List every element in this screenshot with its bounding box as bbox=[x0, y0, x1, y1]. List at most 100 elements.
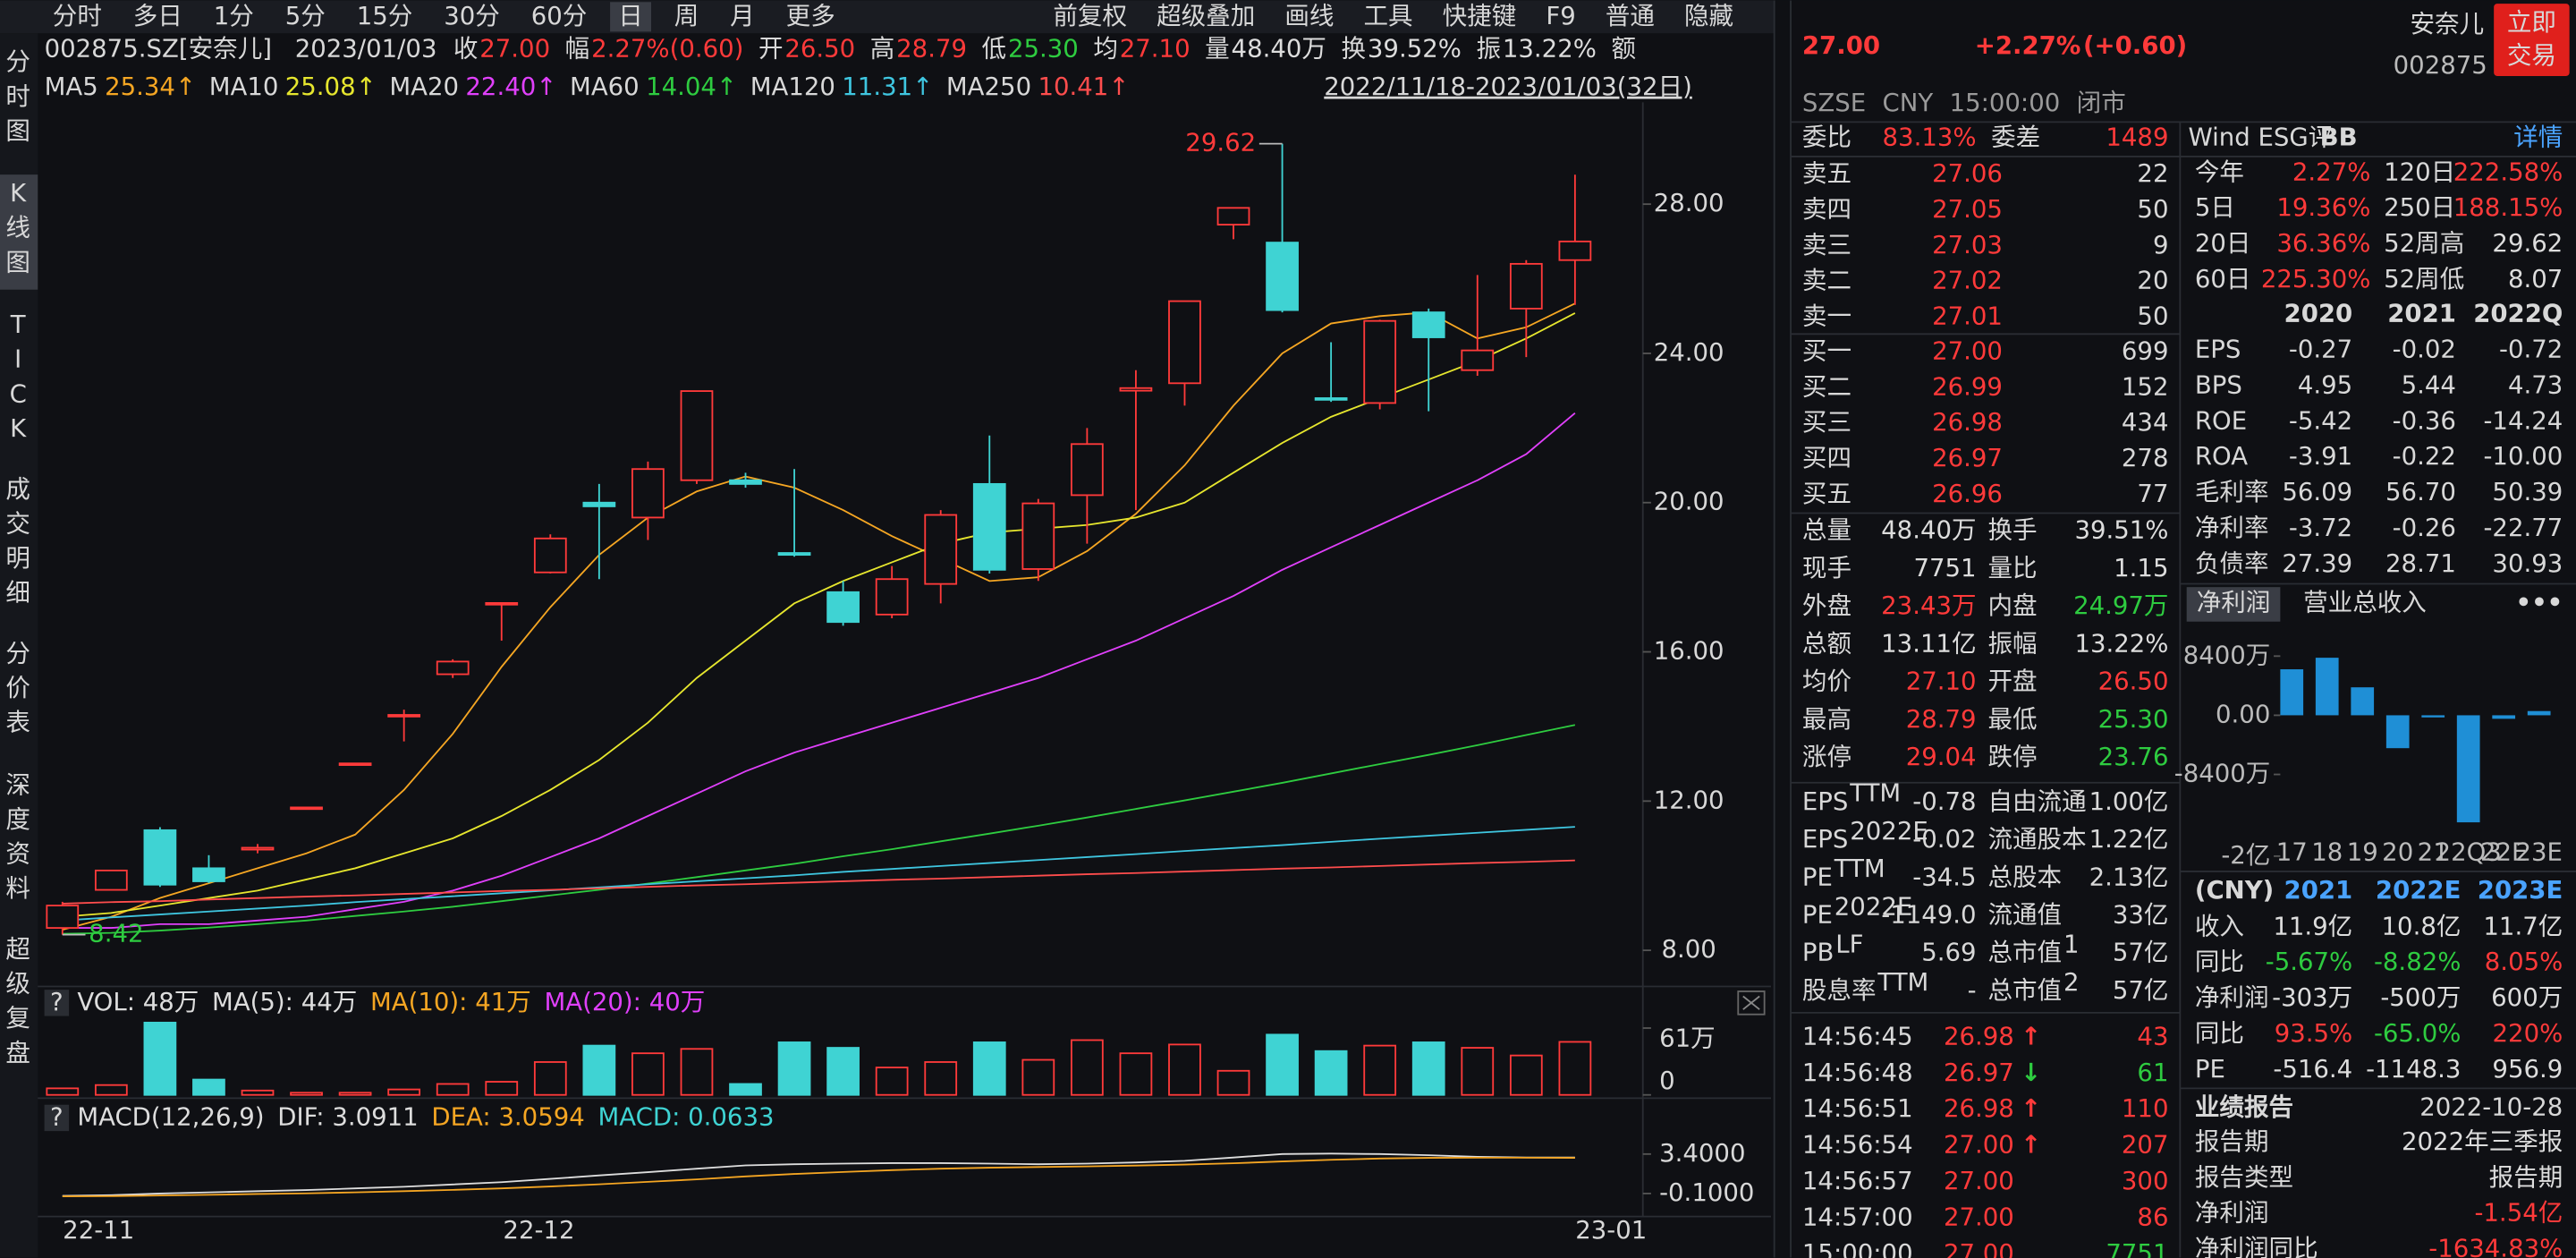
field-value: 39.52% bbox=[1368, 35, 1462, 64]
perf-value: 2.27% bbox=[2292, 157, 2371, 186]
period-tab[interactable]: 多日 bbox=[133, 2, 182, 30]
volume-bar bbox=[1363, 1044, 1397, 1096]
period-tab[interactable]: 分时 bbox=[53, 2, 102, 30]
volume-bar bbox=[290, 1092, 323, 1096]
tool-button[interactable]: 工具 bbox=[1363, 2, 1412, 30]
date: 2023/01/03 bbox=[295, 35, 437, 64]
trade-button-label[interactable]: 交易 bbox=[2507, 41, 2556, 70]
fin-label: 毛利率 bbox=[2195, 478, 2269, 506]
profit-tab[interactable]: 营业总收入 bbox=[2303, 589, 2427, 617]
period-tab[interactable]: 日 bbox=[618, 2, 643, 30]
stat-value: 1.15 bbox=[2114, 554, 2168, 582]
close-icon[interactable] bbox=[1737, 990, 1766, 1016]
tool-button[interactable]: 隐藏 bbox=[1684, 2, 1733, 30]
x-tick-label: 22-11 bbox=[63, 1216, 134, 1245]
tool-button[interactable]: 快捷键 bbox=[1443, 2, 1517, 30]
market-info: 闭市 bbox=[2077, 89, 2126, 117]
tick-arrow: ↓ bbox=[2021, 1058, 2041, 1087]
volume-bar bbox=[192, 1078, 225, 1096]
ma-value: 14.04↑ bbox=[646, 72, 737, 101]
ma-value: 10.41↑ bbox=[1038, 72, 1129, 101]
macd-legend: MACD(12,26,9) bbox=[77, 1102, 264, 1131]
side-tab[interactable]: 超级复盘 bbox=[5, 935, 30, 1067]
macd-legend: MACD: 0.0633 bbox=[598, 1102, 775, 1131]
forecast-value: -65.0% bbox=[2374, 1019, 2461, 1048]
fund-sup: TTM bbox=[1877, 968, 1928, 997]
stat-label: 总量 bbox=[1802, 516, 1852, 545]
y-tick-label: -0.1000 bbox=[1659, 1178, 1754, 1207]
period-tab[interactable]: 更多 bbox=[786, 2, 835, 30]
profit-tab[interactable]: 净利润 bbox=[2197, 589, 2271, 617]
period-tab[interactable]: 1分 bbox=[214, 2, 254, 30]
help-icon[interactable]: ? bbox=[50, 1102, 64, 1131]
period-tab[interactable]: 5分 bbox=[285, 2, 326, 30]
price: 27.00 bbox=[1802, 31, 1880, 60]
side-tab[interactable]: 分时图 bbox=[5, 47, 30, 145]
y-tick-label: 0 bbox=[1659, 1067, 1675, 1095]
field-label: 换 bbox=[1342, 35, 1367, 64]
book-price: 26.98 bbox=[1932, 408, 2003, 437]
close-cross[interactable] bbox=[1742, 995, 1760, 1010]
fin-value: -5.42 bbox=[2289, 406, 2352, 435]
volume-bar bbox=[875, 1067, 909, 1096]
profit-bar bbox=[2456, 715, 2480, 823]
tick-volume: 300 bbox=[2122, 1167, 2169, 1195]
active-tab-bg bbox=[2186, 587, 2281, 622]
fin-value: 27.39 bbox=[2282, 549, 2352, 578]
period-tab[interactable]: 月 bbox=[730, 2, 755, 30]
candle-body bbox=[1411, 311, 1445, 338]
profit-bar bbox=[2280, 669, 2304, 716]
candle-body bbox=[972, 482, 1006, 571]
esg-link[interactable]: 详情 bbox=[2513, 123, 2563, 152]
period-tab[interactable]: 60分 bbox=[531, 2, 588, 30]
trade-button[interactable] bbox=[2494, 4, 2570, 76]
book-volume: 20 bbox=[2137, 267, 2168, 295]
ma-line bbox=[62, 412, 1576, 930]
trade-button-label[interactable]: 立即 bbox=[2507, 8, 2556, 37]
period-tab[interactable]: 15分 bbox=[357, 2, 413, 30]
forecast-value: -500万 bbox=[2380, 983, 2461, 1012]
book-volume: 22 bbox=[2137, 159, 2168, 188]
field-label: 收 bbox=[453, 35, 479, 64]
side-tab[interactable]: K 线图 bbox=[5, 179, 30, 276]
book-price: 27.03 bbox=[1932, 231, 2003, 259]
tool-button[interactable]: F9 bbox=[1546, 2, 1575, 30]
vol-legend: MA(5): 44万 bbox=[212, 988, 357, 1016]
help-icon[interactable]: ? bbox=[50, 988, 64, 1016]
stat-label: 均价 bbox=[1802, 667, 1852, 696]
side-tab[interactable]: 深度资料 bbox=[5, 770, 30, 903]
volume-bar bbox=[924, 1061, 958, 1096]
tool-button[interactable]: 画线 bbox=[1284, 2, 1334, 30]
fin-column: 2022Q bbox=[2473, 299, 2563, 327]
side-tab[interactable]: 分价表 bbox=[5, 639, 30, 736]
stat-value: 13.22% bbox=[2074, 629, 2168, 658]
field-label: 低 bbox=[982, 35, 1007, 64]
book-level: 卖二 bbox=[1802, 267, 1852, 295]
fin-value: 5.44 bbox=[2402, 371, 2456, 400]
perf-value: 19.36% bbox=[2276, 193, 2370, 222]
close-box[interactable] bbox=[1737, 990, 1766, 1016]
candle-body bbox=[1509, 262, 1543, 310]
field-value: 27.00 bbox=[479, 35, 550, 64]
fund-value: - bbox=[1968, 976, 1977, 1005]
more-menu[interactable]: ••• bbox=[2515, 589, 2563, 617]
tick-time: 15:00:00 bbox=[1802, 1239, 1913, 1258]
forecast-value: -8.82% bbox=[2374, 948, 2461, 976]
profit-bar bbox=[2527, 710, 2551, 716]
period-tab[interactable]: 周 bbox=[674, 2, 699, 30]
date-range[interactable]: 2022/11/18-2023/01/03(32日) bbox=[1324, 72, 1692, 101]
tool-button[interactable]: 超级叠加 bbox=[1157, 2, 1255, 30]
forecast-value: 8.05% bbox=[2485, 948, 2563, 976]
forecast-value: 11.9亿 bbox=[2273, 912, 2352, 940]
profit-bar bbox=[2492, 715, 2516, 719]
stat-label: 最高 bbox=[1802, 705, 1852, 734]
ma-label: MA20 bbox=[389, 72, 459, 101]
fund-value: 1.22亿 bbox=[2089, 825, 2169, 854]
symbol: 002875.SZ[安奈儿] bbox=[45, 35, 272, 64]
tool-button[interactable]: 普通 bbox=[1606, 2, 1655, 30]
side-tab[interactable]: 成交明细 bbox=[5, 475, 30, 608]
period-tab[interactable]: 30分 bbox=[444, 2, 500, 30]
tool-button[interactable]: 前复权 bbox=[1053, 2, 1127, 30]
